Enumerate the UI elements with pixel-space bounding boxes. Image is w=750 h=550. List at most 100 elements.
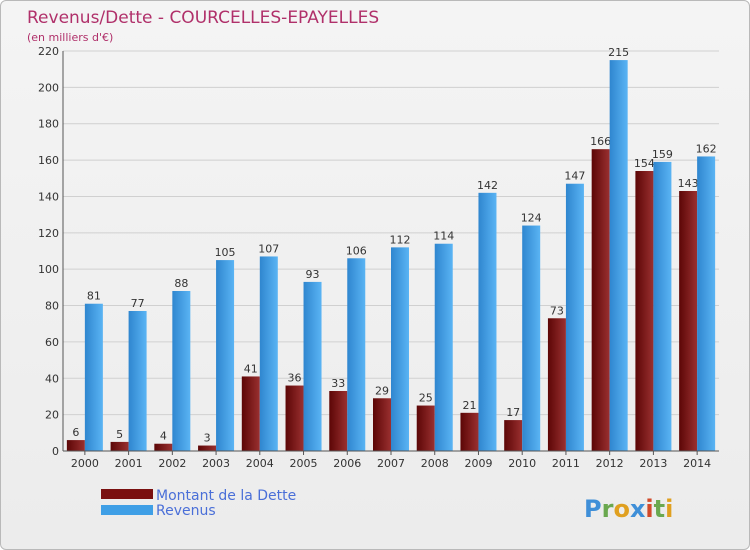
x-tick-label: 2000 [71, 457, 99, 470]
x-tick-label: 2004 [246, 457, 274, 470]
x-tick-label: 2007 [377, 457, 405, 470]
y-tick-label: 140 [38, 190, 59, 203]
value-label-revenus: 106 [346, 244, 367, 257]
chart-title: Revenus/Dette - COURCELLES-EPAYELLES [27, 8, 379, 28]
y-tick-label: 200 [38, 81, 59, 94]
value-label-revenus: 77 [131, 297, 145, 310]
bar-revenus [434, 243, 453, 451]
bar-revenus [84, 303, 103, 451]
bar-dette [635, 171, 654, 451]
bar-revenus [347, 258, 366, 451]
proxiti-logo: Proxiti [584, 495, 673, 523]
bar-dette [679, 191, 698, 451]
y-tick-label: 160 [38, 154, 59, 167]
bar-dette [547, 318, 566, 451]
x-tick-label: 2009 [464, 457, 492, 470]
value-label-dette: 4 [160, 430, 167, 443]
bar-revenus [653, 161, 672, 451]
bar-dette [241, 376, 260, 451]
x-tick-label: 2001 [115, 457, 143, 470]
value-label-revenus: 159 [652, 148, 673, 161]
bar-revenus [128, 311, 147, 451]
x-tick-label: 2008 [421, 457, 449, 470]
y-tick-label: 0 [52, 445, 59, 458]
value-label-dette: 3 [204, 432, 211, 445]
value-label-dette: 33 [331, 377, 345, 390]
proxiti-logo-text: Proxiti [584, 495, 673, 523]
x-tick-label: 2011 [552, 457, 580, 470]
bar-dette [460, 412, 479, 451]
y-tick-label: 80 [45, 300, 59, 313]
value-label-dette: 73 [550, 304, 564, 317]
value-label-revenus: 107 [258, 242, 279, 255]
bar-dette [416, 405, 435, 451]
value-label-revenus: 215 [608, 46, 629, 59]
bar-dette [329, 391, 348, 451]
x-tick-label: 2013 [639, 457, 667, 470]
y-tick-label: 20 [45, 409, 59, 422]
value-label-dette: 166 [590, 135, 611, 148]
x-tick-label: 2003 [202, 457, 230, 470]
x-tick-label: 2010 [508, 457, 536, 470]
y-tick-label: 120 [38, 227, 59, 240]
value-label-dette: 17 [506, 406, 520, 419]
value-label-dette: 21 [462, 399, 476, 412]
y-tick-label: 100 [38, 263, 59, 276]
bars: 6 81 5 77 4 88 3 105 41 107 36 93 33 106 29 112 25 114 21 1… [66, 46, 717, 452]
x-tick-label: 2014 [683, 457, 711, 470]
legend-label-dette: Montant de la Dette [156, 488, 296, 504]
bar-dette [198, 445, 217, 451]
chart-subtitle: (en milliers d'€) [27, 31, 113, 44]
value-label-dette: 25 [419, 392, 433, 405]
y-tick-label: 180 [38, 118, 59, 131]
value-label-dette: 154 [634, 157, 655, 170]
value-label-revenus: 112 [390, 233, 411, 246]
x-tick-label: 2012 [596, 457, 624, 470]
bar-dette [591, 149, 610, 451]
value-label-dette: 36 [288, 372, 302, 385]
bar-revenus [697, 156, 716, 452]
value-label-revenus: 105 [215, 246, 236, 259]
x-tick-label: 2002 [158, 457, 186, 470]
value-label-revenus: 124 [521, 212, 542, 225]
legend: Montant de la Dette Revenus [101, 488, 296, 519]
legend-swatch-dette [101, 489, 153, 499]
value-label-revenus: 88 [174, 277, 188, 290]
x-tick-label: 2005 [290, 457, 318, 470]
bar-dette [154, 443, 173, 451]
y-tick-label: 40 [45, 372, 59, 385]
value-label-revenus: 142 [477, 179, 498, 192]
bar-revenus [478, 192, 497, 451]
bar-revenus [391, 247, 409, 451]
legend-label-revenus: Revenus [156, 503, 216, 519]
x-tick-label: 2006 [333, 457, 361, 470]
bar-dette [373, 398, 391, 451]
value-label-dette: 5 [116, 428, 123, 441]
bar-revenus [609, 60, 628, 451]
value-label-revenus: 114 [433, 230, 454, 243]
value-label-dette: 6 [72, 426, 79, 439]
bar-dette [66, 440, 85, 451]
axes: 0 20 40 60 80 100 120 140 160 180 200 220 2000 2001 20… [38, 45, 719, 470]
value-label-dette: 41 [244, 362, 258, 375]
bar-revenus [303, 281, 322, 451]
value-label-dette: 29 [375, 384, 389, 397]
bar-revenus [172, 291, 191, 451]
bar-dette [504, 420, 523, 451]
value-label-revenus: 147 [564, 170, 585, 183]
value-label-revenus: 93 [306, 268, 320, 281]
bar-revenus [216, 260, 235, 451]
legend-swatch-revenus [101, 505, 153, 515]
value-label-revenus: 162 [696, 142, 717, 155]
bar-revenus [259, 256, 278, 451]
y-tick-label: 220 [38, 45, 59, 58]
bar-revenus [565, 183, 584, 451]
bar-dette [285, 385, 304, 451]
value-label-revenus: 81 [87, 290, 101, 303]
y-tick-label: 60 [45, 336, 59, 349]
bar-dette [110, 441, 129, 451]
value-label-dette: 143 [678, 177, 699, 190]
bar-revenus [522, 225, 541, 451]
